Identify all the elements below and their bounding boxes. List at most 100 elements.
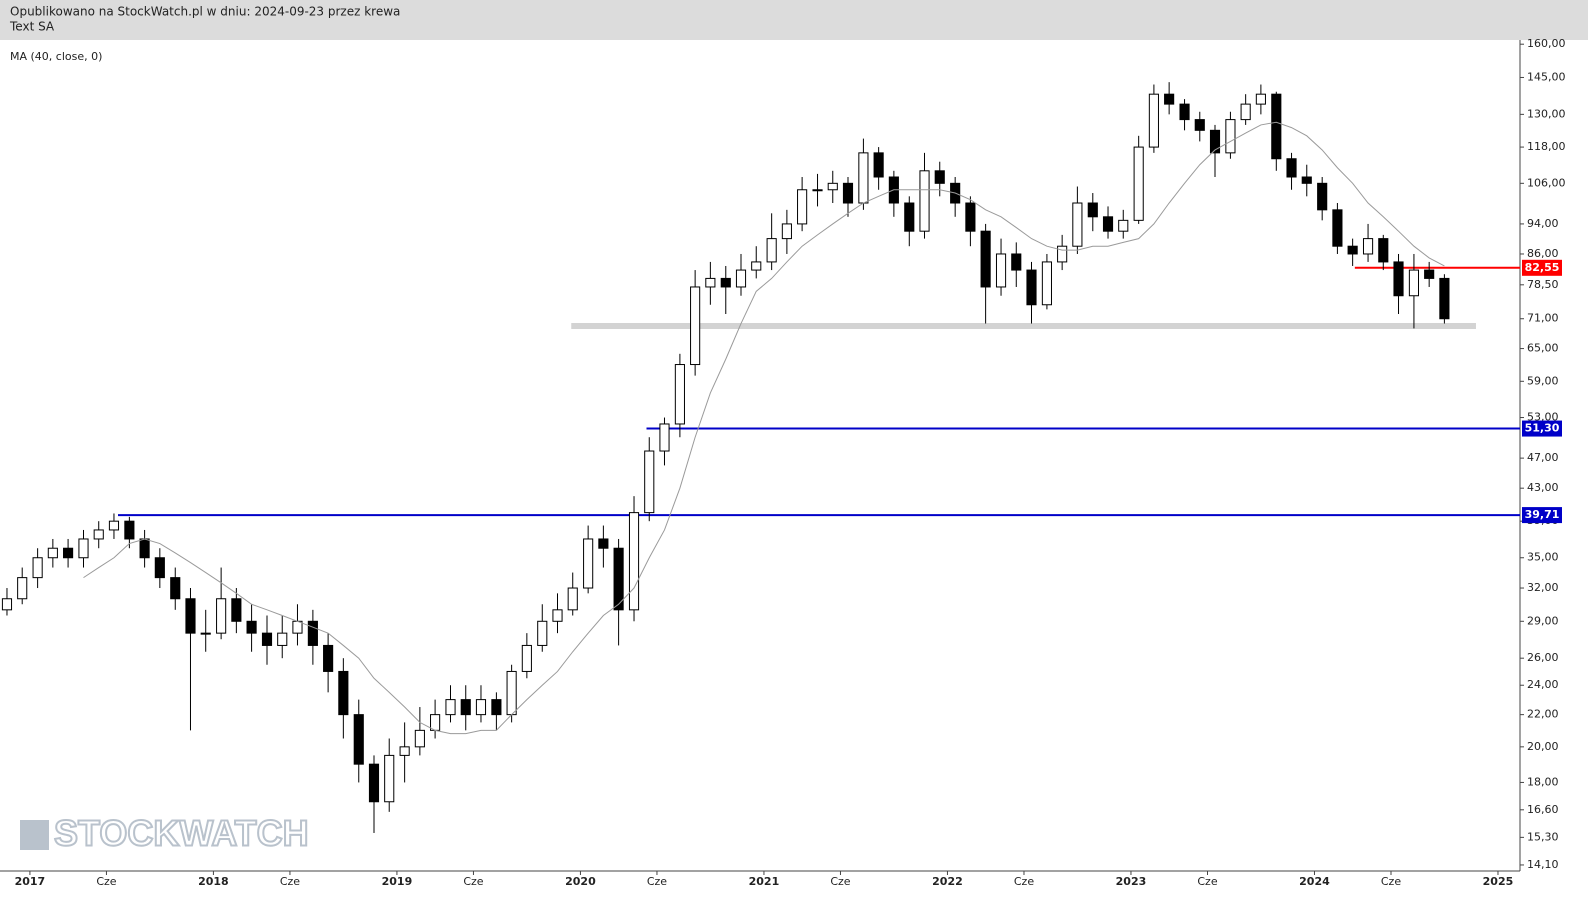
candle-body	[521, 644, 532, 672]
candle-body	[751, 261, 762, 271]
level-label: 82,55	[1525, 261, 1560, 274]
candle-body	[200, 632, 211, 635]
candle-body	[32, 557, 43, 579]
y-tick-label: 18,00	[1527, 775, 1559, 788]
candle-body	[124, 520, 135, 540]
candle-body	[1072, 202, 1083, 247]
y-tick-label: 118,00	[1527, 140, 1566, 153]
candle-body	[231, 598, 242, 622]
candle-body	[1087, 202, 1098, 218]
level-label-box	[1522, 420, 1562, 437]
y-tick-label: 14,10	[1527, 858, 1559, 871]
y-tick-label: 35,00	[1527, 551, 1559, 564]
header-bar	[0, 0, 1588, 40]
candle-body	[567, 587, 578, 611]
candle-body	[323, 644, 334, 672]
level-label-box	[1522, 507, 1562, 524]
x-tick-label: Cze	[1014, 875, 1034, 888]
candle-body	[735, 269, 747, 288]
candle-body	[583, 538, 594, 589]
x-tick-label: 2018	[198, 875, 229, 888]
candle-body	[1347, 245, 1358, 255]
candle-body	[1378, 238, 1389, 263]
candle-body	[537, 620, 548, 646]
x-tick-label: 2021	[749, 875, 780, 888]
legend-ma: MA (40, close, 0)	[10, 50, 102, 63]
candle-body	[261, 632, 273, 646]
candle-body	[1255, 93, 1266, 105]
candle-body	[1057, 245, 1068, 263]
x-tick-label: 2017	[15, 875, 46, 888]
candle-body	[1240, 103, 1251, 121]
candle-body	[552, 609, 563, 622]
candle-body	[1194, 119, 1205, 131]
candle-body	[460, 699, 471, 716]
candle-body	[475, 699, 487, 716]
candle-body	[78, 538, 89, 559]
y-tick-label: 16,60	[1527, 803, 1559, 816]
candle-body	[598, 538, 609, 549]
candle-body	[445, 699, 456, 716]
candle-body	[307, 620, 318, 646]
watermark-icon	[20, 820, 49, 850]
candle-body	[1301, 176, 1312, 184]
candle-body	[1408, 269, 1420, 297]
candle-body	[1439, 277, 1450, 320]
y-tick-label: 47,00	[1527, 451, 1559, 464]
candle-body	[980, 230, 991, 288]
y-tick-label: 106,00	[1527, 176, 1566, 189]
candle-body	[766, 238, 777, 263]
candle-body	[430, 714, 441, 731]
y-tick-label: 22,00	[1527, 708, 1559, 721]
level-label: 39,71	[1525, 508, 1560, 521]
y-tick-label: 24,00	[1527, 678, 1559, 691]
x-tick-label: Cze	[830, 875, 850, 888]
y-tick-label: 145,00	[1527, 70, 1566, 83]
x-tick-label: 2025	[1483, 875, 1514, 888]
y-tick-label: 130,00	[1527, 107, 1566, 120]
candle-body	[338, 670, 349, 716]
candle-body	[139, 538, 150, 559]
candle-body	[1362, 238, 1374, 255]
candle-body	[842, 182, 854, 204]
candle-body	[628, 512, 640, 611]
company-name: Text SA	[9, 20, 55, 34]
candle-body	[690, 286, 701, 366]
candle-body	[108, 520, 120, 531]
x-tick-label: 2022	[932, 875, 963, 888]
candle-body	[17, 577, 28, 600]
y-tick-label: 20,00	[1527, 740, 1559, 753]
candle-body	[1011, 253, 1022, 271]
candle-body	[674, 364, 685, 425]
x-tick-label: Cze	[1381, 875, 1401, 888]
candle-body	[246, 620, 257, 634]
y-tick-label: 86,00	[1527, 247, 1559, 260]
candle-body	[781, 223, 792, 240]
y-tick-label: 65,00	[1527, 342, 1559, 355]
y-tick-label: 53,00	[1527, 411, 1559, 424]
candle-body	[384, 754, 395, 803]
candle-body	[47, 547, 58, 559]
candle-body	[613, 547, 624, 611]
candle-body	[1317, 182, 1328, 211]
candle-body	[1164, 93, 1175, 105]
candle-body	[1424, 269, 1435, 279]
candle-body	[185, 598, 196, 634]
candle-body	[812, 189, 823, 192]
y-tick-label: 59,00	[1527, 374, 1559, 387]
candle-body	[1179, 103, 1190, 121]
candle-body	[1, 598, 13, 611]
level-label: 51,30	[1525, 422, 1560, 435]
x-tick-label: Cze	[1197, 875, 1217, 888]
candle-body	[93, 529, 104, 540]
y-tick-label: 15,30	[1527, 830, 1559, 843]
x-tick-label: Cze	[647, 875, 667, 888]
candle-body	[414, 729, 425, 748]
ma-line	[83, 121, 1445, 735]
y-tick-label: 29,00	[1527, 614, 1559, 627]
candle-body	[216, 598, 227, 634]
watermark: STOCKWATCH	[54, 813, 309, 854]
candle-body	[292, 620, 303, 634]
y-tick-label: 78,50	[1527, 278, 1559, 291]
